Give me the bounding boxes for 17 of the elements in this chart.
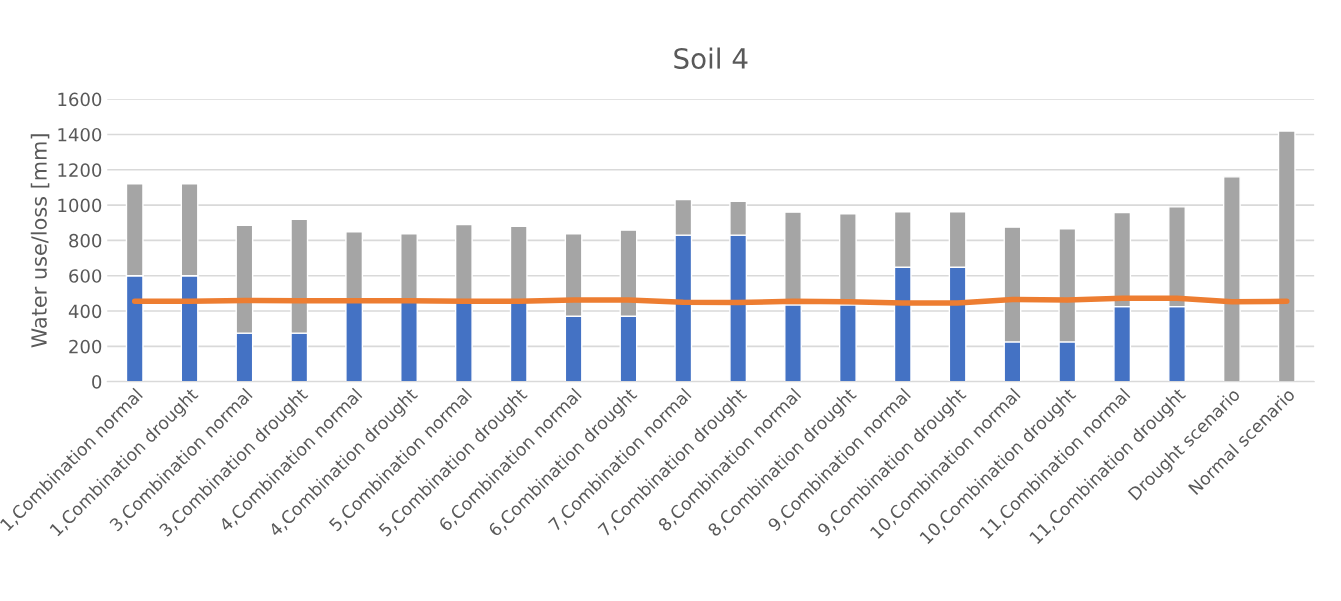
y-tick-label: 1600: [58, 92, 102, 107]
bar: [1277, 130, 1296, 382]
y-tick-label: 1400: [58, 127, 102, 142]
bar: [1222, 176, 1241, 382]
bar: [345, 301, 364, 382]
y-tick-label: 0: [92, 375, 102, 389]
bar: [454, 301, 473, 382]
chart-title: Soil 4: [674, 47, 748, 69]
y-tick-label: 600: [69, 269, 102, 283]
y-axis-title: Water use/loss [mm]: [30, 134, 50, 348]
bar: [509, 301, 528, 382]
y-tick-label: 1000: [58, 198, 102, 213]
bar: [400, 301, 418, 382]
y-tick-label: 800: [69, 233, 102, 248]
y-tick-label: 200: [69, 339, 102, 354]
y-tick-label: 1200: [58, 163, 102, 177]
y-tick-label: 400: [68, 304, 102, 319]
